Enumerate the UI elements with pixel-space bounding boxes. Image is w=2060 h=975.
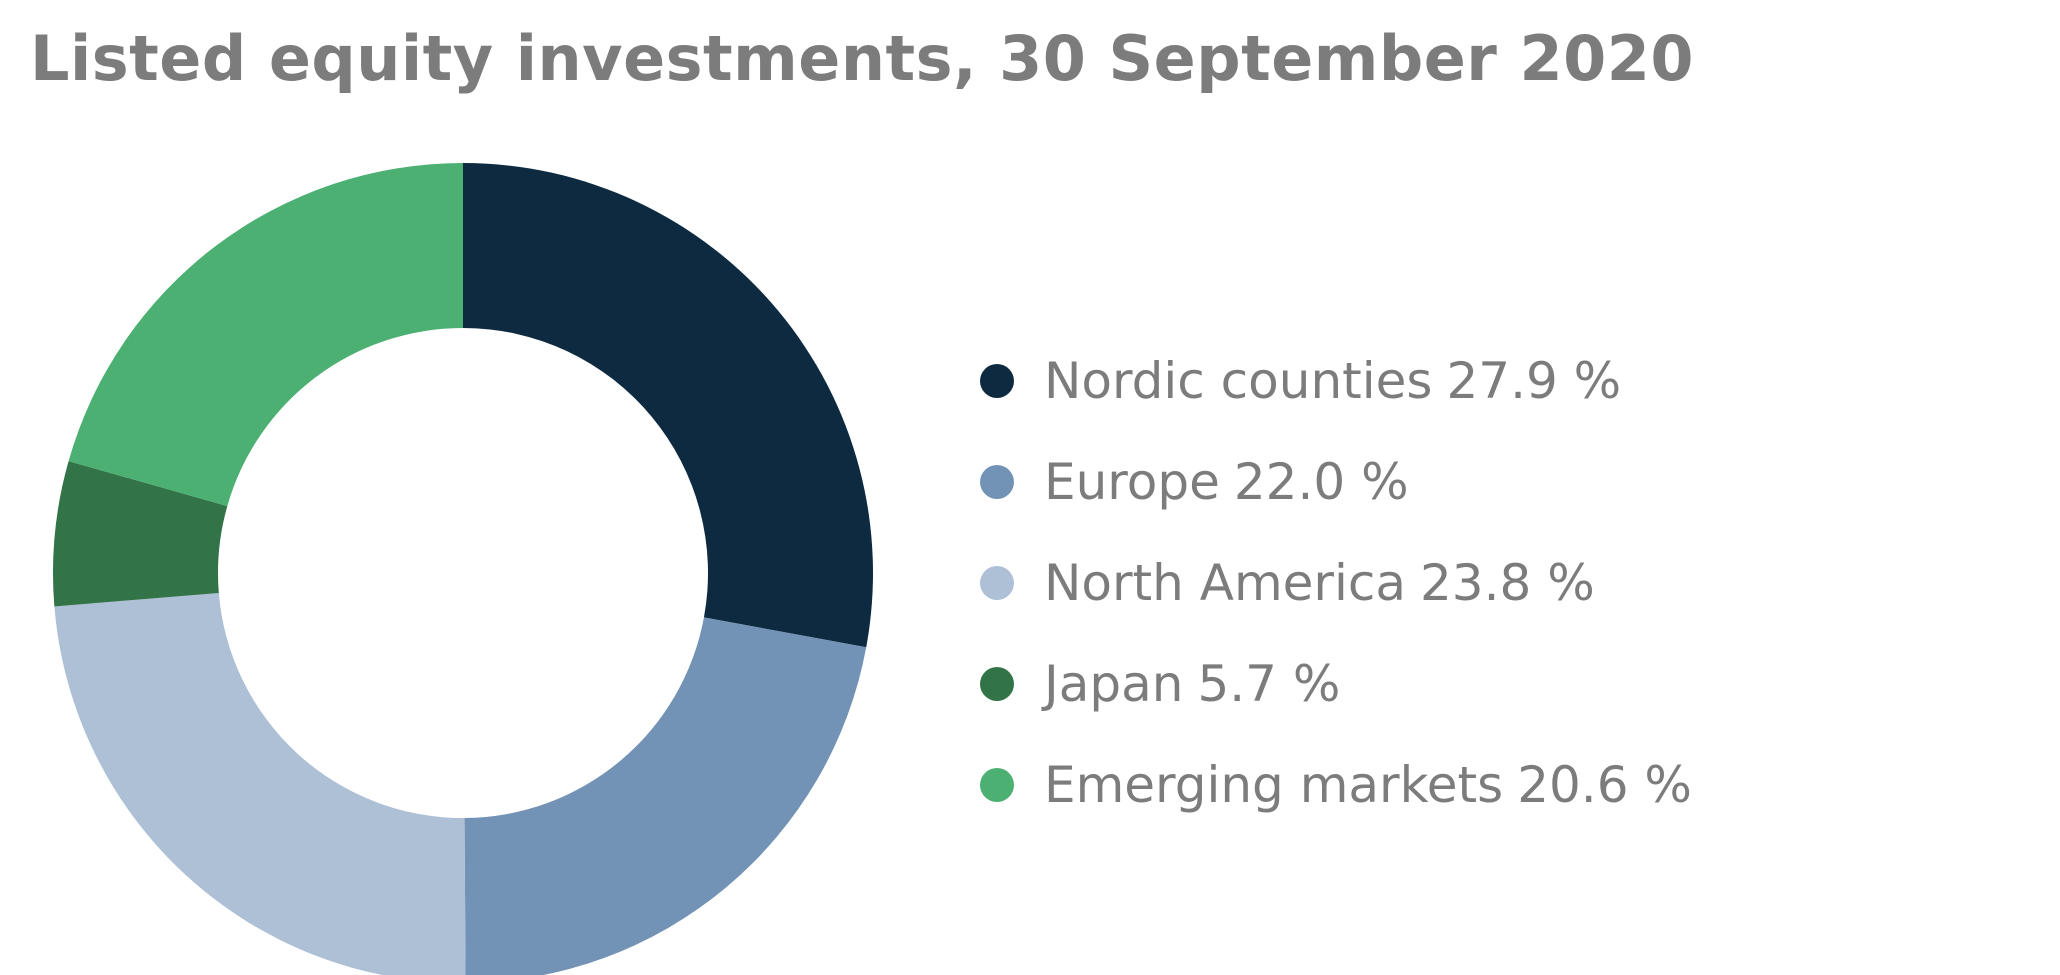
legend-series-value: 20.6 % — [1517, 755, 1692, 814]
legend-label: Nordic counties 27.9 % — [1044, 352, 1621, 410]
legend-label: North America 23.8 % — [1044, 554, 1595, 612]
legend-item-emerging-markets: Emerging markets 20.6 % — [980, 734, 1692, 835]
donut-slice-nordic-counties — [463, 163, 873, 648]
legend-label: Japan 5.7 % — [1044, 655, 1340, 713]
legend-swatch — [980, 363, 1014, 398]
legend-item-nordic: Nordic counties 27.9 % — [980, 330, 1692, 431]
legend-label: Europe 22.0 % — [1044, 453, 1409, 511]
legend-swatch — [980, 464, 1014, 499]
legend-series-name: Japan — [1044, 654, 1184, 713]
legend-series-value: 5.7 % — [1197, 654, 1341, 713]
donut-slice-japan — [53, 461, 228, 607]
legend-item-europe: Europe 22.0 % — [980, 431, 1692, 532]
legend-series-name: North America — [1044, 553, 1406, 612]
legend-series-name: Europe — [1044, 452, 1220, 511]
donut-slice-europe — [464, 617, 867, 975]
legend-series-value: 27.9 % — [1446, 351, 1622, 410]
donut-slice-north-america — [54, 592, 466, 975]
legend-series-name: Nordic counties — [1044, 351, 1433, 410]
legend-item-north-america: North America 23.8 % — [980, 532, 1692, 633]
legend-label: Emerging markets 20.6 % — [1044, 756, 1692, 814]
legend-swatch — [980, 666, 1014, 701]
chart-title: Listed equity investments, 30 September … — [30, 22, 1695, 95]
donut-slices — [53, 163, 873, 975]
legend-series-value: 22.0 % — [1233, 452, 1409, 511]
legend-series-name: Emerging markets — [1044, 755, 1504, 814]
legend-series-value: 23.8 % — [1420, 553, 1595, 612]
legend-item-japan: Japan 5.7 % — [980, 633, 1692, 734]
chart-legend: Nordic counties 27.9 % Europe 22.0 % North… — [980, 330, 1692, 835]
legend-swatch — [980, 767, 1014, 802]
donut-slice-emerging-markets — [68, 163, 463, 507]
legend-swatch — [980, 565, 1014, 600]
